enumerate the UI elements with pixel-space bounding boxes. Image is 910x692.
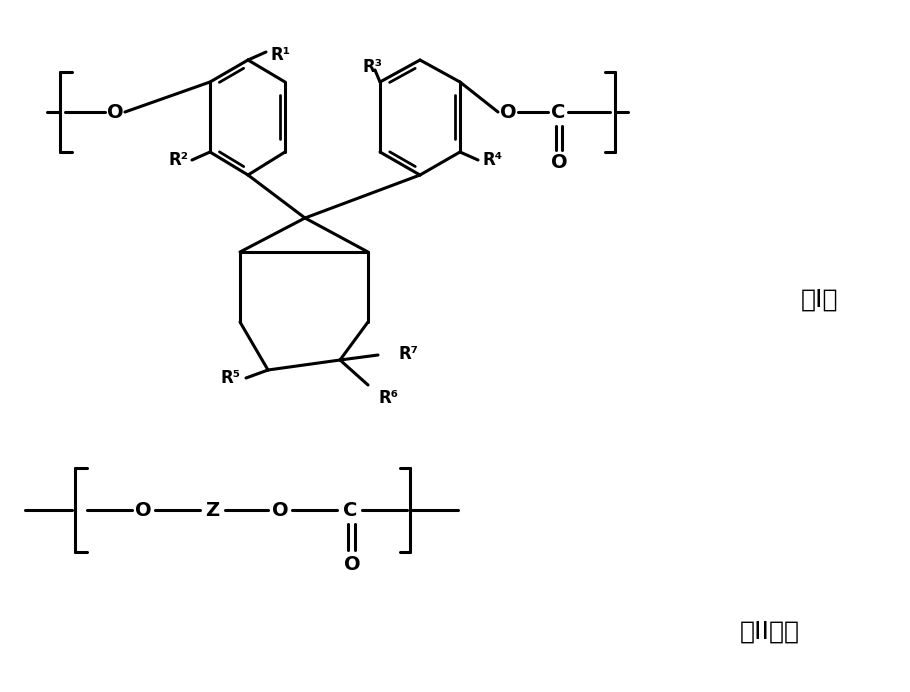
Text: （II），: （II）， [740,620,800,644]
Text: R⁶: R⁶ [378,389,398,407]
Text: C: C [343,500,358,520]
Text: O: O [344,554,360,574]
Text: O: O [551,154,567,172]
Text: （I）: （I） [801,288,839,312]
Text: R⁵: R⁵ [220,369,240,387]
Text: R⁴: R⁴ [482,151,502,169]
Text: R¹: R¹ [270,46,290,64]
Text: Z: Z [205,500,219,520]
Text: R⁷: R⁷ [398,345,418,363]
Text: O: O [135,500,151,520]
Text: R²: R² [168,151,188,169]
Text: C: C [551,102,565,122]
Text: O: O [272,500,288,520]
Text: R³: R³ [362,58,382,76]
Text: O: O [500,102,516,122]
Text: O: O [106,102,124,122]
